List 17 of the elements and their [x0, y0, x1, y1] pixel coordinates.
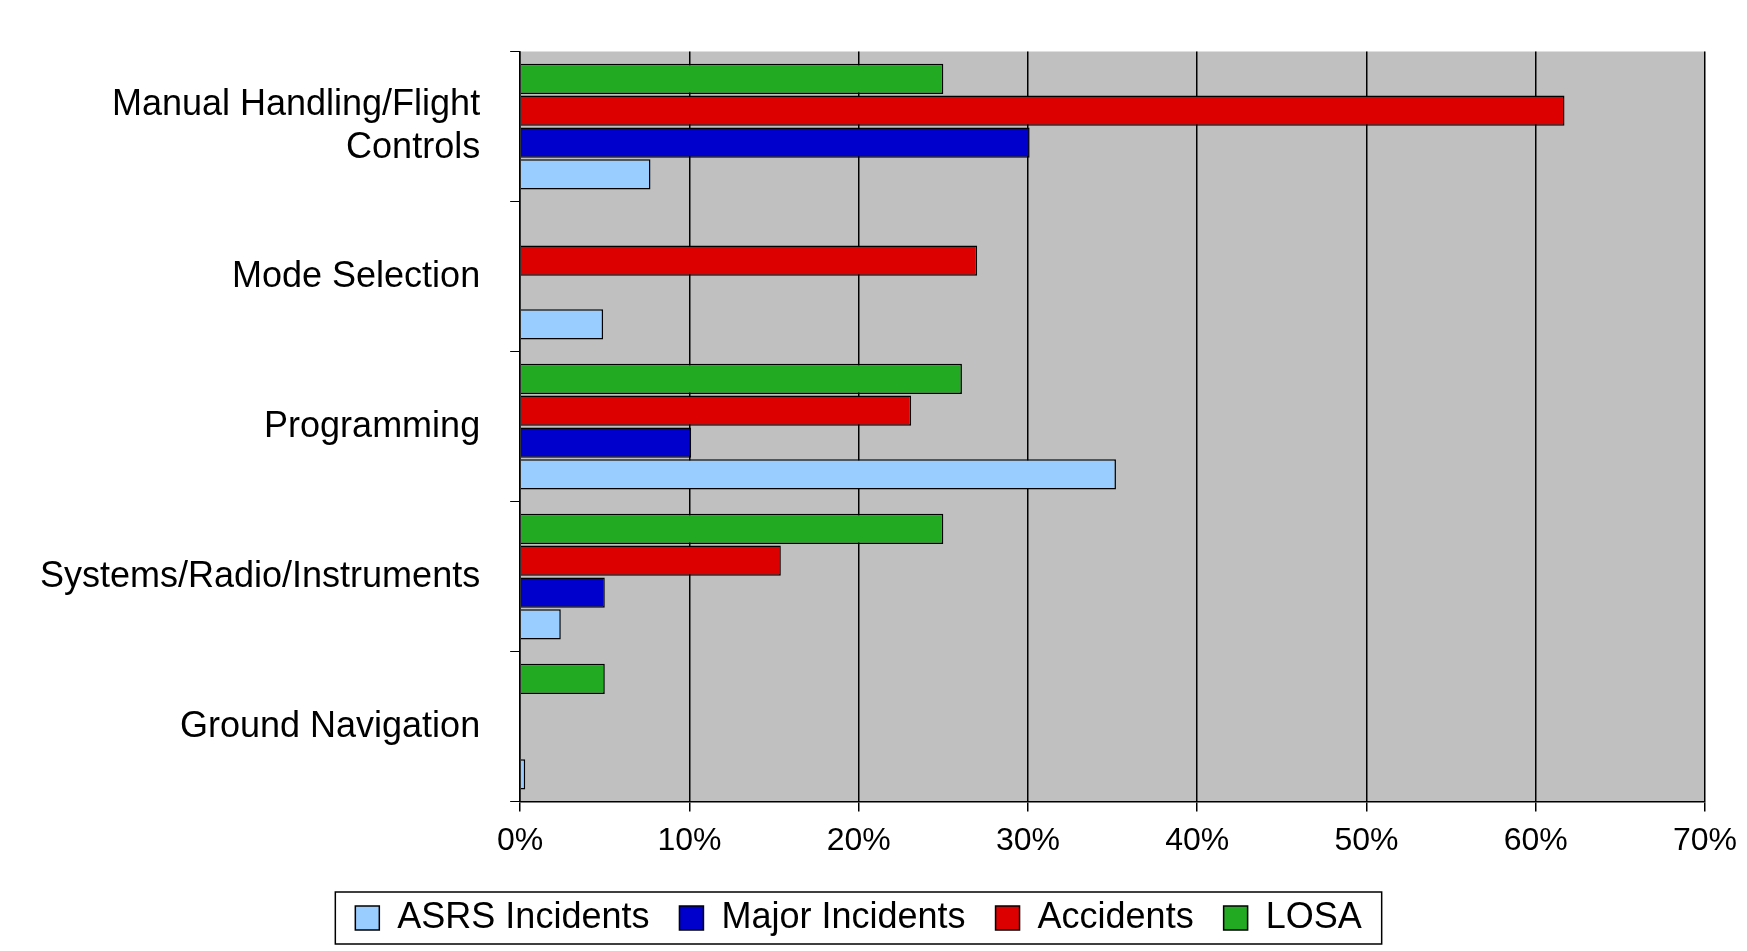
y-tick-label: Programming	[264, 403, 481, 445]
x-tick-label: 50%	[1334, 820, 1399, 857]
y-tick-label: Manual Handling/Flight Controls	[111, 81, 481, 167]
legend-label: Accidents	[1037, 894, 1194, 936]
x-tick-label: 10%	[657, 820, 722, 857]
x-tick-label: 20%	[826, 820, 891, 857]
y-tick-label: Ground Navigation	[179, 703, 481, 745]
y-tick-label: Systems/Radio/Instruments	[40, 553, 481, 595]
x-tick-label: 40%	[1165, 820, 1230, 857]
legend-label: LOSA	[1265, 894, 1362, 936]
legend-label: ASRS Incidents	[397, 894, 650, 936]
x-tick-label: 30%	[995, 820, 1060, 857]
x-tick-label: 0%	[497, 820, 544, 857]
legend-label: Major Incidents	[721, 894, 966, 936]
y-tick-label: Mode Selection	[232, 253, 481, 295]
x-tick-label: 60%	[1503, 820, 1568, 857]
x-tick-label: 70%	[1672, 820, 1737, 857]
